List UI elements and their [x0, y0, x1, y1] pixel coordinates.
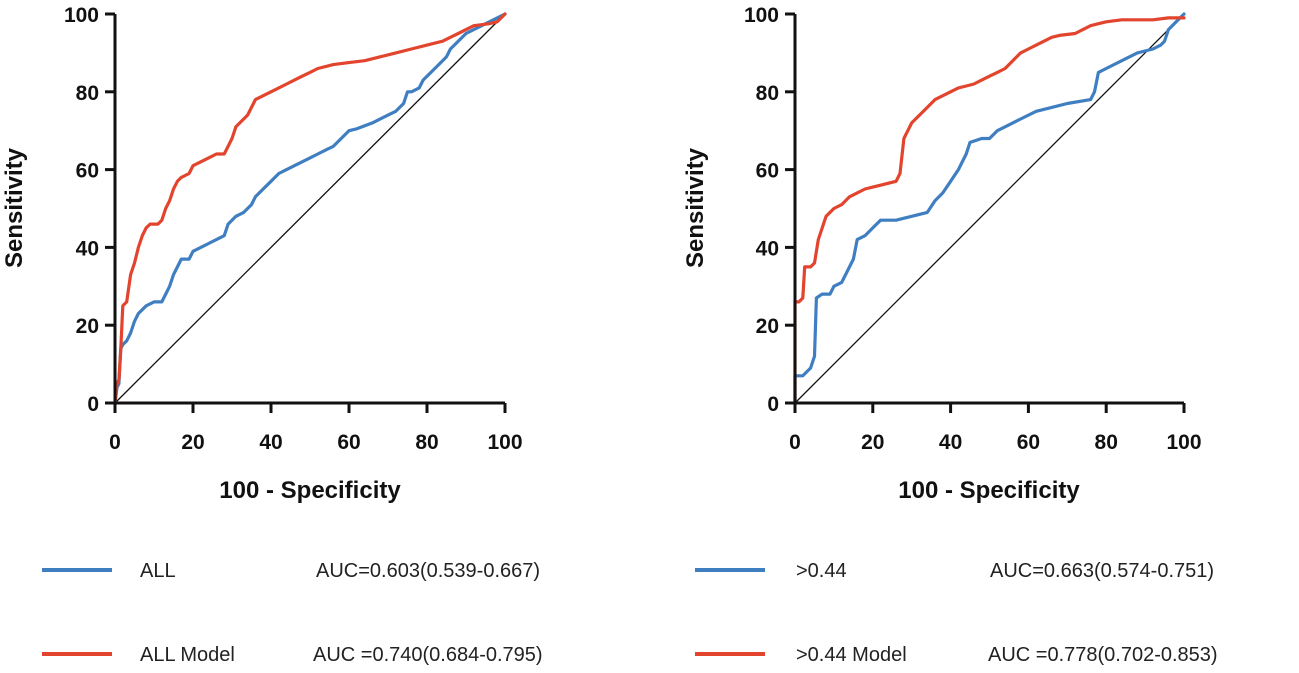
legend-label-all-model: ALL Model	[140, 644, 235, 666]
left-y-ticks: 0 20 40 60 80 100	[64, 4, 115, 416]
left-y-tick-label-20: 20	[76, 315, 99, 338]
left-x-tick-label-40: 40	[259, 431, 282, 454]
left-roc-panel: 0 20 40 60 80 100 0 20 40 60 80 100 100 - Specific…	[1, 4, 523, 504]
legend-item-gt044-model: >0.44 Model AUC =0.778(0.702-0.853)	[695, 644, 1218, 666]
left-reference-diagonal	[114, 13, 506, 404]
left-series-lines	[113, 12, 507, 405]
right-series-gt0-44	[793, 12, 1186, 405]
legend-auc-all-model: AUC =0.740(0.684-0.795)	[313, 644, 543, 666]
left-x-axis-title: 100 - Specificity	[219, 477, 401, 504]
legend-item-gt044: >0.44 AUC=0.663(0.574-0.751)	[695, 560, 1214, 582]
right-x-tick-label-20: 20	[861, 431, 884, 454]
legend-auc-gt044: AUC=0.663(0.574-0.751)	[990, 560, 1214, 582]
left-x-tick-label-80: 80	[415, 431, 438, 454]
right-x-tick-label-60: 60	[1017, 431, 1040, 454]
right-y-axis-title: Sensitivity	[682, 147, 709, 268]
right-series-lines	[793, 12, 1186, 405]
right-y-tick-label-60: 60	[756, 160, 779, 183]
legend-label-gt044: >0.44	[796, 560, 847, 582]
right-diagonal-line	[794, 13, 1185, 404]
left-y-tick-label-60: 60	[76, 160, 99, 183]
left-series-all	[113, 12, 507, 405]
left-x-tick-label-0: 0	[109, 431, 121, 454]
left-x-tick-label-20: 20	[181, 431, 204, 454]
left-series-all-model	[113, 12, 507, 405]
left-x-tick-label-60: 60	[337, 431, 360, 454]
left-diagonal-line	[114, 13, 506, 404]
left-y-tick-label-40: 40	[76, 237, 99, 260]
left-y-axis-title: Sensitivity	[1, 147, 28, 268]
right-axes	[793, 14, 1184, 405]
left-x-tick-label-100: 100	[487, 431, 522, 454]
right-y-ticks: 0 20 40 60 80 100	[744, 4, 795, 416]
right-x-tick-label-80: 80	[1095, 431, 1118, 454]
legend-label-gt044-model: >0.44 Model	[796, 644, 907, 666]
right-y-tick-label-0: 0	[767, 393, 779, 416]
legend: ALL AUC=0.603(0.539-0.667) ALL Model AUC…	[42, 560, 1218, 666]
left-y-tick-label-100: 100	[64, 4, 99, 27]
right-x-tick-label-0: 0	[789, 431, 801, 454]
right-y-tick-label-40: 40	[756, 237, 779, 260]
left-y-tick-label-0: 0	[87, 393, 99, 416]
right-series-gt0-44-model	[793, 16, 1186, 405]
right-y-tick-label-80: 80	[756, 82, 779, 105]
left-y-tick-label-80: 80	[76, 82, 99, 105]
legend-item-all-model: ALL Model AUC =0.740(0.684-0.795)	[42, 644, 543, 666]
legend-item-all: ALL AUC=0.603(0.539-0.667)	[42, 560, 540, 582]
right-y-tick-label-100: 100	[744, 4, 779, 27]
legend-auc-all: AUC=0.603(0.539-0.667)	[316, 560, 540, 582]
left-x-ticks: 0 20 40 60 80 100	[109, 403, 523, 454]
right-x-axis-title: 100 - Specificity	[898, 477, 1080, 504]
right-x-tick-label-100: 100	[1166, 431, 1201, 454]
right-roc-panel: 0 20 40 60 80 100 0 20 40 60 80 100 100 - Specific…	[682, 4, 1202, 504]
right-x-tick-label-40: 40	[939, 431, 962, 454]
legend-label-all: ALL	[140, 560, 176, 582]
right-reference-diagonal	[794, 13, 1185, 404]
right-y-tick-label-20: 20	[756, 315, 779, 338]
left-axes	[113, 14, 505, 405]
right-x-ticks: 0 20 40 60 80 100	[789, 403, 1202, 454]
legend-auc-gt044-model: AUC =0.778(0.702-0.853)	[988, 644, 1218, 666]
